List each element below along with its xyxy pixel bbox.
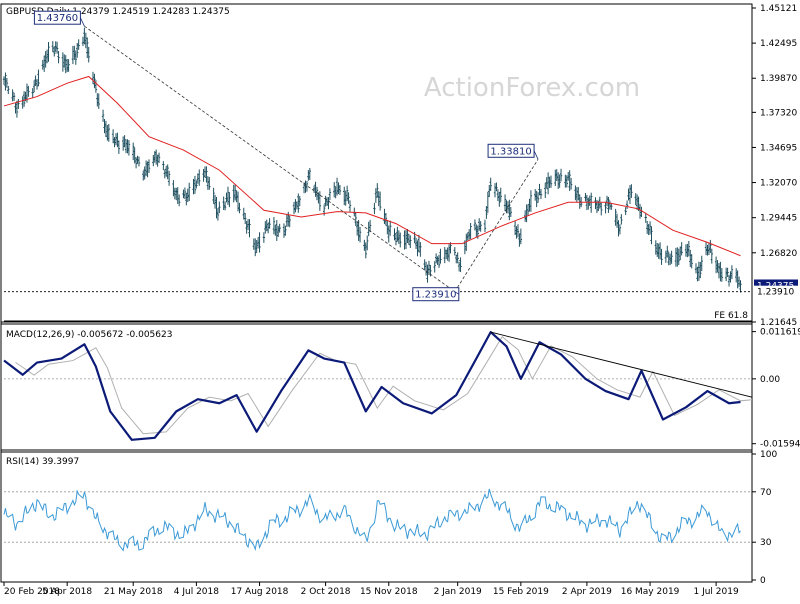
x-axis-label: 17 Aug 2018	[231, 587, 289, 597]
x-axis-label: 4 Jul 2018	[174, 587, 219, 597]
moving-average-line	[3, 75, 741, 257]
trend-line	[454, 159, 539, 292]
price-axis-label: 1.29445	[760, 214, 797, 224]
price-annotation-label: 1.43760	[37, 13, 78, 24]
current-price-box	[754, 279, 798, 291]
macd-axis-label: -0.015949	[760, 440, 800, 450]
price-axis-label: 1.34695	[760, 143, 797, 153]
price-axis-label: 1.26820	[760, 249, 797, 259]
support-price-label: 1.23910	[757, 288, 794, 298]
candles	[2, 27, 742, 293]
annotation-leader	[80, 17, 85, 27]
macd-trend-line	[490, 331, 753, 398]
x-axis-label: 2 Apr 2019	[562, 587, 612, 597]
rsi-axis-label: 30	[760, 538, 772, 548]
price-annotation-label: 1.33810	[490, 146, 531, 157]
rsi-axis-label: 70	[760, 488, 772, 498]
x-axis-label: 1 Jul 2019	[693, 587, 738, 597]
price-axis-label: 1.32070	[760, 179, 797, 189]
macd-header: MACD(12,26,9) -0.005672 -0.005623	[6, 330, 172, 340]
support-price-box	[754, 285, 798, 297]
watermark: ActionForex.com	[424, 73, 640, 103]
macd-line	[3, 330, 741, 441]
macd-signal-line	[15, 336, 753, 435]
x-axis-label: 5 Apr 2018	[42, 587, 92, 597]
x-axis-label: 21 May 2018	[104, 587, 163, 597]
macd-pane	[0, 321, 753, 453]
price-pane	[0, 3, 753, 325]
fe-label: FE 61.8	[714, 311, 748, 321]
rsi-axis-label: 0	[760, 576, 766, 586]
price-axis-label: 1.21645	[760, 318, 797, 328]
macd-axis-label: 0.011619	[760, 328, 800, 338]
x-axis-label: 16 May 2019	[621, 587, 680, 597]
rsi-pane	[0, 449, 753, 583]
x-axis-label: 2 Oct 2018	[301, 587, 351, 597]
price-axis-label: 1.45121	[760, 4, 797, 14]
x-axis-label: 15 Feb 2019	[493, 587, 549, 597]
x-axis-label: 20 Feb 2018	[4, 587, 60, 597]
macd-axis-label: 0.00	[760, 375, 780, 385]
price-axis-label: 1.42495	[760, 39, 797, 49]
price-axis-label: 1.39870	[760, 74, 797, 84]
annotation-leader	[533, 150, 539, 160]
x-axis-label: 15 Nov 2018	[360, 587, 418, 597]
rsi-line	[3, 488, 741, 552]
price-axis-label: 1.37320	[760, 108, 797, 118]
x-axis-label: 2 Jan 2019	[434, 587, 482, 597]
rsi-axis-label: 100	[760, 450, 777, 460]
annotation-leader	[454, 291, 460, 295]
trend-line	[84, 25, 456, 293]
rsi-header: RSI(14) 39.3997	[6, 457, 79, 467]
price-annotation-label: 1.23910	[415, 290, 456, 301]
price-header: GBPUSD,Daily 1.24379 1.24519 1.24283 1.2…	[6, 7, 230, 17]
